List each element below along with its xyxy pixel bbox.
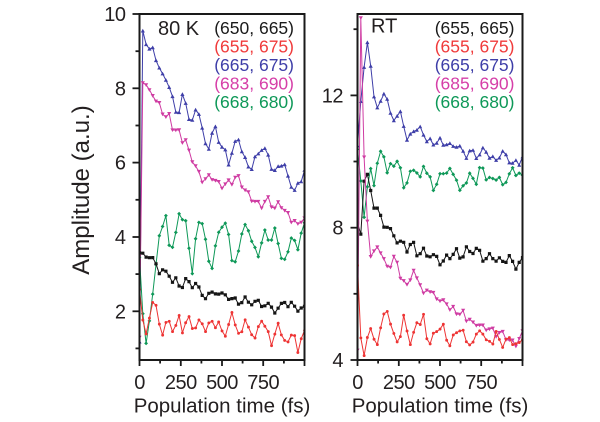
svg-text:(668, 680): (668, 680) bbox=[214, 92, 294, 112]
svg-text:10: 10 bbox=[104, 4, 126, 26]
svg-text:8: 8 bbox=[115, 78, 126, 100]
svg-text:(655, 675): (655, 675) bbox=[214, 36, 294, 56]
svg-text:Population time (fs): Population time (fs) bbox=[134, 395, 311, 418]
svg-text:750: 750 bbox=[465, 372, 497, 394]
svg-text:500: 500 bbox=[424, 372, 456, 394]
svg-text:2: 2 bbox=[115, 301, 126, 323]
svg-text:4: 4 bbox=[332, 350, 343, 372]
svg-text:Amplitude (a.u.): Amplitude (a.u.) bbox=[68, 105, 95, 274]
svg-text:0: 0 bbox=[134, 372, 145, 394]
svg-text:4: 4 bbox=[115, 227, 126, 249]
svg-text:(655, 665): (655, 665) bbox=[435, 18, 515, 38]
svg-text:(665, 675): (665, 675) bbox=[214, 55, 294, 75]
svg-text:8: 8 bbox=[332, 218, 343, 240]
svg-text:250: 250 bbox=[165, 372, 197, 394]
svg-text:(683, 690): (683, 690) bbox=[214, 73, 294, 93]
svg-text:250: 250 bbox=[383, 372, 415, 394]
svg-text:(665, 675): (665, 675) bbox=[435, 55, 515, 75]
svg-text:(650, 665): (650, 665) bbox=[214, 18, 294, 38]
svg-text:Population time (fs): Population time (fs) bbox=[352, 395, 529, 418]
svg-text:750: 750 bbox=[247, 372, 279, 394]
svg-text:500: 500 bbox=[206, 372, 238, 394]
svg-text:RT: RT bbox=[371, 16, 397, 38]
svg-text:(685, 690): (685, 690) bbox=[435, 73, 515, 93]
svg-text:(655, 675): (655, 675) bbox=[435, 36, 515, 56]
svg-text:0: 0 bbox=[352, 372, 363, 394]
svg-text:80 K: 80 K bbox=[158, 18, 200, 40]
svg-text:12: 12 bbox=[322, 85, 344, 107]
svg-text:6: 6 bbox=[115, 153, 126, 175]
svg-text:(668, 680): (668, 680) bbox=[435, 92, 515, 112]
